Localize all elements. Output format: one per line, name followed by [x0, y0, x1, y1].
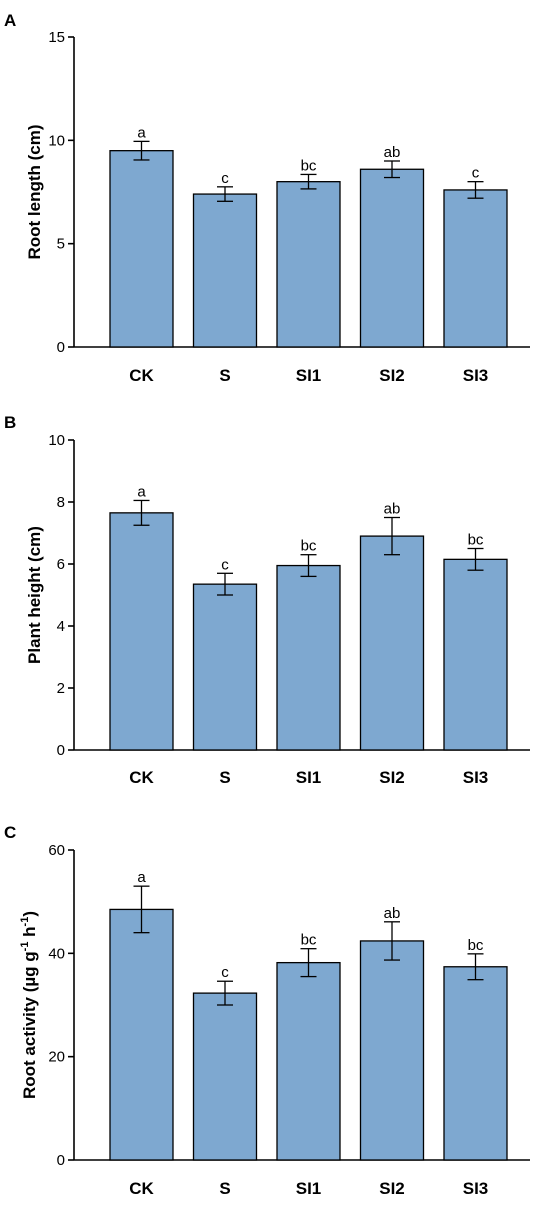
- bar: [192, 583, 258, 751]
- bar: [359, 940, 425, 1161]
- x-tick-label: SI1: [296, 366, 322, 385]
- bar: [359, 535, 425, 751]
- panel-b: B Plant height (cm) 0 2 4 6 8 10 a CK c Sbc SI1 ab SI2…: [4, 413, 530, 787]
- significance-label: bc: [301, 538, 317, 555]
- panel-c: C Root activity (µg g-1 h-1) 0 20 40 60 a CK c Sb…: [4, 823, 530, 1198]
- y-axis-label: Plant height (cm): [25, 526, 44, 664]
- bar: [192, 992, 258, 1161]
- panel-letter: C: [4, 823, 16, 842]
- y-tick-label: 10: [48, 432, 65, 449]
- significance-label: c: [221, 170, 229, 187]
- panel-letter: A: [4, 11, 16, 30]
- significance-label: a: [137, 483, 146, 500]
- significance-label: a: [137, 869, 146, 886]
- panel-letter: B: [4, 413, 16, 432]
- x-tick-label: SI3: [463, 1179, 489, 1198]
- x-tick-label: SI2: [379, 1179, 405, 1198]
- x-tick-label: CK: [129, 768, 154, 787]
- significance-label: a: [137, 124, 146, 141]
- y-tick-label: 8: [57, 494, 65, 511]
- x-tick-label: S: [219, 768, 230, 787]
- bar: [192, 193, 258, 348]
- x-tick-label: S: [219, 1179, 230, 1198]
- x-tick-label: CK: [129, 366, 154, 385]
- y-axis-label: Root length (cm): [25, 124, 44, 259]
- significance-label: bc: [301, 932, 317, 949]
- y-tick-label: 2: [57, 680, 65, 697]
- bar: [276, 181, 341, 348]
- x-tick-label: SI3: [463, 366, 489, 385]
- significance-label: ab: [384, 501, 401, 518]
- significance-label: bc: [468, 937, 484, 954]
- significance-label: c: [472, 165, 480, 182]
- y-tick-label: 15: [48, 29, 65, 46]
- y-tick-label: 0: [57, 1152, 65, 1169]
- panel-a: A Root length (cm) 0 5 10 15 a CK c Sbc SI1 ab SI2 c S…: [4, 11, 530, 385]
- significance-label: c: [221, 964, 229, 981]
- bar: [443, 189, 508, 348]
- significance-label: ab: [384, 905, 401, 922]
- y-axis-label: Root activity (µg g-1 h-1): [19, 911, 39, 1099]
- x-tick-label: SI2: [379, 768, 405, 787]
- y-tick-label: 0: [57, 742, 65, 759]
- bar: [276, 564, 341, 751]
- bar: [276, 961, 341, 1161]
- significance-label: ab: [384, 144, 401, 161]
- bar: [109, 908, 174, 1161]
- x-tick-label: SI1: [296, 768, 322, 787]
- y-tick-label: 20: [48, 1049, 65, 1066]
- y-tick-label: 5: [57, 236, 65, 253]
- y-tick-label: 40: [48, 945, 65, 962]
- bar: [443, 966, 508, 1161]
- x-tick-label: CK: [129, 1179, 154, 1198]
- y-tick-label: 6: [57, 556, 65, 573]
- bar: [443, 558, 508, 751]
- y-tick-label: 0: [57, 339, 65, 356]
- x-tick-label: SI2: [379, 366, 405, 385]
- bar: [109, 150, 174, 348]
- bar: [109, 512, 174, 751]
- x-tick-label: SI1: [296, 1179, 322, 1198]
- significance-label: bc: [301, 157, 317, 174]
- x-tick-label: S: [219, 366, 230, 385]
- x-tick-label: SI3: [463, 768, 489, 787]
- y-tick-label: 60: [48, 842, 65, 859]
- significance-label: bc: [468, 532, 484, 549]
- bar: [359, 168, 425, 348]
- significance-label: c: [221, 556, 229, 573]
- y-tick-label: 4: [57, 618, 65, 635]
- y-tick-label: 10: [48, 132, 65, 149]
